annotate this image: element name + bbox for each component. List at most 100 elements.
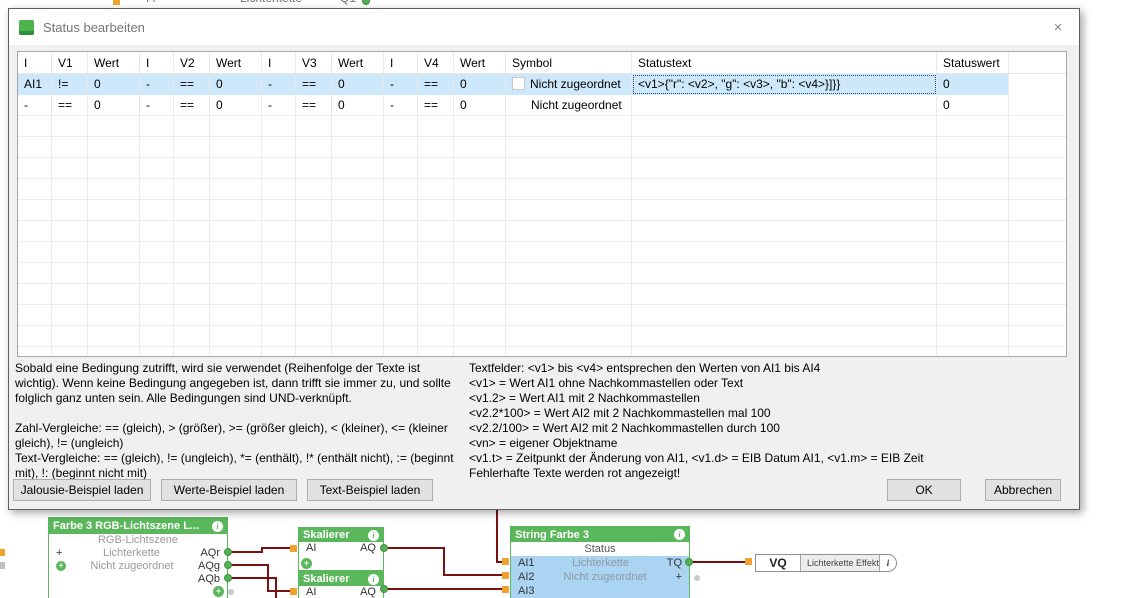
info-icon[interactable]: i: [368, 573, 379, 585]
dialog-titlebar[interactable]: Status bearbeiten: [9, 9, 1079, 45]
output-connector[interactable]: [362, 0, 370, 5]
cell-wert2[interactable]: 0: [210, 95, 262, 116]
column-header: V2: [174, 52, 210, 74]
port-out-label: TQ: [666, 557, 682, 569]
cell-wert4[interactable]: 0: [454, 95, 506, 116]
cell-filler: [1009, 95, 1066, 116]
werte-beispiel-button[interactable]: Werte-Beispiel laden: [161, 479, 297, 501]
cell-statustext[interactable]: [632, 95, 937, 116]
cell-i1[interactable]: -: [18, 95, 52, 116]
info-icon[interactable]: i: [212, 520, 223, 532]
input-connector-ai1[interactable]: [502, 558, 509, 565]
wire: [261, 547, 290, 549]
cell-statuswert[interactable]: 0: [937, 74, 1009, 95]
block-row[interactable]: AI1 Lichterkette TQ: [511, 556, 689, 570]
input-connector[interactable]: [0, 549, 5, 556]
output-connector[interactable]: [228, 589, 234, 595]
cell-v2[interactable]: ==: [174, 74, 210, 95]
port-label: I4: [146, 0, 156, 5]
info-icon[interactable]: i: [886, 558, 890, 568]
block-row[interactable]: + Nicht zugeordnet AQg: [49, 560, 227, 573]
input-connector[interactable]: [290, 545, 297, 552]
cell-v1[interactable]: !=: [52, 74, 88, 95]
cell-v1[interactable]: ==: [52, 95, 88, 116]
close-icon[interactable]: ×: [1053, 18, 1063, 36]
block-title: Skalierer: [303, 529, 350, 541]
wire: [231, 577, 277, 579]
empty-grid-area[interactable]: [18, 116, 1066, 356]
cell-statuswert[interactable]: 0: [937, 95, 1009, 116]
table-row[interactable]: AI1 != 0 - == 0 - == 0 - == 0 Nicht zuge…: [18, 74, 1066, 95]
cell-wert1[interactable]: 0: [88, 95, 140, 116]
input-connector[interactable]: [290, 588, 297, 595]
logic-canvas[interactable]: Farbe 3 RGB-Lichtszene L... i RGB-Lichts…: [0, 510, 1128, 598]
add-input-icon[interactable]: +: [56, 561, 66, 571]
output-connector[interactable]: [694, 575, 700, 581]
cell-i2[interactable]: -: [140, 74, 174, 95]
abbrechen-button[interactable]: Abbrechen: [985, 479, 1061, 501]
cell-wert3[interactable]: 0: [332, 74, 384, 95]
cell-i4[interactable]: -: [384, 95, 418, 116]
block-row[interactable]: AI3: [511, 584, 689, 598]
block-header[interactable]: Skalierer i: [299, 528, 383, 542]
output-connector-aqr[interactable]: [224, 548, 232, 556]
cell-v4[interactable]: ==: [418, 74, 454, 95]
symbol-swatch[interactable]: [512, 77, 525, 90]
wire: [692, 561, 746, 563]
output-connector-tq[interactable]: [685, 558, 693, 566]
cell-i3[interactable]: -: [262, 95, 296, 116]
output-connector-aqg[interactable]: [224, 561, 232, 569]
cell-wert4[interactable]: 0: [454, 74, 506, 95]
block-skalierer-1[interactable]: Skalierer i AI AQ +: [298, 527, 384, 571]
cell-wert2[interactable]: 0: [210, 74, 262, 95]
output-connector-aq[interactable]: [380, 585, 388, 593]
help-line: <v1> = Wert AI1 ohne Nachkommastellen od…: [469, 376, 744, 390]
vq-output-box[interactable]: VQ Lichterkette Effekt i: [755, 554, 897, 572]
add-input-icon[interactable]: +: [301, 558, 312, 569]
output-connector-aq[interactable]: [380, 544, 388, 552]
input-connector[interactable]: [113, 0, 120, 5]
cell-statustext[interactable]: <v1>{"r": <v2>, "g": <v3>, "b": <v4>}]}}: [632, 74, 937, 95]
block-row[interactable]: + Lichterkette AQr: [49, 547, 227, 560]
wire: [231, 551, 263, 553]
cell-v2[interactable]: ==: [174, 95, 210, 116]
output-connector-aqb[interactable]: [224, 574, 232, 582]
block-skalierer-2[interactable]: Skalierer i AI AQ: [298, 571, 384, 598]
table-row[interactable]: - == 0 - == 0 - == 0 - == 0 Nicht zugeor…: [18, 95, 1066, 116]
cell-i4[interactable]: -: [384, 74, 418, 95]
input-connector-ai2[interactable]: [502, 572, 509, 579]
input-connector[interactable]: [0, 562, 5, 569]
cell-v3[interactable]: ==: [296, 95, 332, 116]
jalousie-beispiel-button[interactable]: Jalousie-Beispiel laden: [13, 479, 151, 501]
text-beispiel-button[interactable]: Text-Beispiel laden: [307, 479, 433, 501]
dialog-title: Status bearbeiten: [43, 19, 145, 35]
cell-wert3[interactable]: 0: [332, 95, 384, 116]
info-icon[interactable]: i: [368, 529, 379, 541]
block-header[interactable]: Farbe 3 RGB-Lichtszene L... i: [49, 518, 227, 534]
cell-i2[interactable]: -: [140, 95, 174, 116]
block-header[interactable]: Skalierer i: [299, 572, 383, 586]
block-header[interactable]: String Farbe 3 i: [511, 527, 689, 542]
cell-v4[interactable]: ==: [418, 95, 454, 116]
block-row[interactable]: AI2 Nicht zugeordnet +: [511, 570, 689, 584]
cell-wert1[interactable]: 0: [88, 74, 140, 95]
add-output-label[interactable]: +: [675, 571, 682, 583]
block-row[interactable]: AI AQ: [299, 542, 383, 555]
wire: [443, 547, 445, 576]
vq-label: VQ: [769, 556, 787, 570]
cell-i1[interactable]: AI1: [18, 74, 52, 95]
block-row[interactable]: AI AQ: [299, 586, 383, 598]
input-connector-ai3[interactable]: [502, 586, 509, 593]
block-row[interactable]: AQb: [49, 573, 227, 586]
block-rgb-lichtszene[interactable]: Farbe 3 RGB-Lichtszene L... i RGB-Lichts…: [48, 517, 228, 598]
vq-object-name: Lichterkette Effekt: [800, 555, 880, 571]
input-connector[interactable]: [745, 558, 752, 565]
add-output-icon[interactable]: +: [213, 586, 224, 597]
info-icon[interactable]: i: [674, 529, 685, 540]
cell-symbol[interactable]: Nicht zugeordnet: [506, 95, 632, 116]
cell-i3[interactable]: -: [262, 74, 296, 95]
cell-symbol[interactable]: Nicht zugeordnet: [506, 74, 632, 95]
block-string-farbe-3[interactable]: String Farbe 3 i Status AI1 Lichterkette…: [510, 526, 690, 598]
cell-v3[interactable]: ==: [296, 74, 332, 95]
ok-button[interactable]: OK: [887, 479, 961, 501]
